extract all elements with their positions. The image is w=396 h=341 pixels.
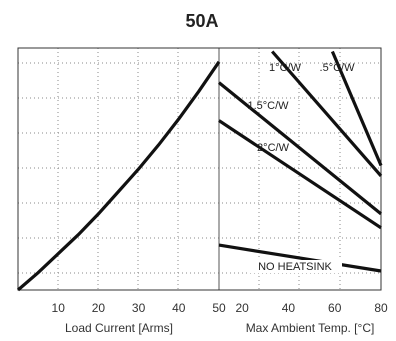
x-tick-label: 50 [212,301,226,315]
no-heatsink-line [218,243,382,273]
two-cw-line [218,119,382,230]
x-tick-label: 30 [132,301,146,315]
x-tick-label: 40 [172,301,186,315]
one-half-cw-line [217,81,383,216]
chart-title: 50A [185,11,218,31]
label-one-half-cw: 1.5°C/W [247,100,289,112]
load-current-curve [16,60,221,292]
x-tick-label: 10 [52,301,66,315]
x-tick-label: 20 [235,301,249,315]
x-tick-label: 40 [282,301,296,315]
label-one-cw: 1°C/W [269,62,302,74]
one-cw-line [270,50,383,177]
x-axis-label-left: Load Current [Arms] [65,321,173,335]
label-background [248,260,342,273]
x-tick-label: 20 [92,301,106,315]
curve-labels: .5°C/W 1°C/W 1.5°C/W 2°C/W NO HEATSINK [247,62,355,273]
grid [18,48,381,290]
x-axis-label-right: Max Ambient Temp. [°C] [246,321,375,335]
x-tick-label: 80 [374,301,388,315]
plot-frame [17,47,382,291]
half-cw-line [330,50,383,167]
x-tick-label: 60 [328,301,342,315]
tick-labels: 10 20 30 40 50 20 40 60 80 [52,301,388,315]
label-no-heatsink: NO HEATSINK [258,261,332,273]
label-half-cw: .5°C/W [320,62,356,74]
curves [16,50,383,292]
label-two-cw: 2°C/W [257,142,290,154]
